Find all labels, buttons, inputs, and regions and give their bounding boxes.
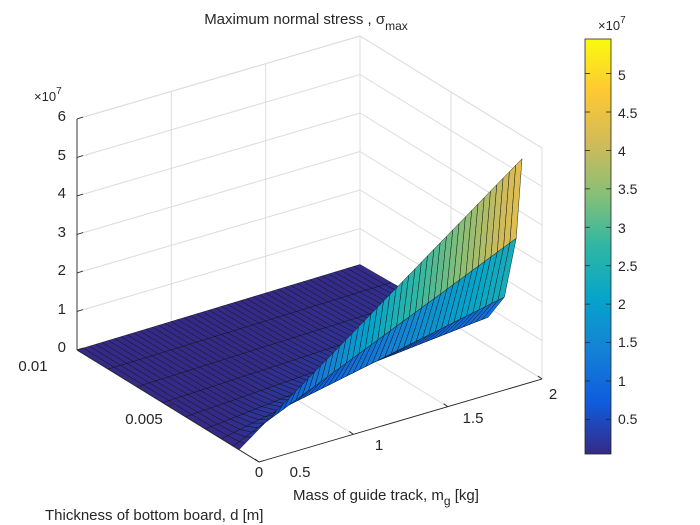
z-grid-4 xyxy=(76,112,543,226)
colorbar xyxy=(584,38,612,455)
x-tick-labels: 0.5 1 1.5 2 xyxy=(290,386,558,481)
cb-tick-3: 3 xyxy=(618,220,626,236)
z-tick-5: 5 xyxy=(58,147,66,164)
x-axis-label-unit: [kg] xyxy=(451,487,479,504)
x-tick-2: 2 xyxy=(549,386,557,403)
y-tick-mark xyxy=(76,348,83,351)
cb-tick-4.5: 4.5 xyxy=(618,105,638,121)
x-tick-0.5: 0.5 xyxy=(290,464,311,481)
z-exponent-power: 7 xyxy=(56,86,62,97)
x-tick-mark xyxy=(254,458,260,463)
cb-tick-3.5: 3.5 xyxy=(618,181,638,197)
z-tick-mark xyxy=(76,193,84,197)
cb-exponent-base: ×10 xyxy=(598,18,620,33)
y-tick-mark xyxy=(258,460,265,463)
z-tick-4: 4 xyxy=(58,185,66,202)
z-tick-mark xyxy=(76,270,84,274)
z-tick-mark xyxy=(76,116,84,120)
cb-tick-2: 2 xyxy=(618,296,626,312)
colorbar-ticks xyxy=(585,73,611,420)
stress-surface xyxy=(76,158,523,450)
y-tick-0: 0 xyxy=(255,464,263,481)
z-exponent-base: ×10 xyxy=(34,89,56,104)
z-axis-exponent: ×107 xyxy=(34,86,62,104)
axis-line-0 xyxy=(258,378,543,463)
cb-tick-0.5: 0.5 xyxy=(618,411,638,427)
z-tick-3: 3 xyxy=(58,224,66,241)
x-tick-mark xyxy=(537,375,543,380)
z-grid-5 xyxy=(76,73,543,187)
cb-tick-5: 5 xyxy=(618,67,626,83)
x-axis-label: Mass of guide track, mg [kg] xyxy=(293,487,479,508)
x-tick-mark xyxy=(443,403,448,408)
y-tick-0.01: 0.01 xyxy=(18,358,47,375)
x-axis-label-subscript: g xyxy=(444,494,451,508)
chart-title-main: Maximum normal stress , σ xyxy=(204,11,386,28)
x-tick-1: 1 xyxy=(375,437,383,454)
z-tick-2: 2 xyxy=(58,262,66,279)
cb-tick-4: 4 xyxy=(618,143,626,159)
z-tick-0: 0 xyxy=(58,339,66,356)
y-axis-label: Thickness of bottom board, d [m] xyxy=(45,507,263,524)
cb-tick-2.5: 2.5 xyxy=(618,258,638,274)
z-tick-1: 1 xyxy=(58,301,66,318)
z-tick-mark xyxy=(76,232,84,235)
z-tick-labels: 0 1 2 3 4 5 6 xyxy=(58,108,66,356)
colorbar-tick-labels: 0.5 1 1.5 2 2.5 3 3.5 4 4.5 5 xyxy=(618,67,638,427)
y-tick-0.005: 0.005 xyxy=(125,411,163,428)
cb-tick-1: 1 xyxy=(618,373,626,389)
axes-box-front xyxy=(76,116,543,463)
z-tick-mark xyxy=(76,155,84,158)
cb-exponent-power: 7 xyxy=(620,15,626,26)
chart-title-subscript: max xyxy=(385,19,408,33)
y-tick-labels: 0.01 0.005 0 xyxy=(18,358,263,481)
x-tick-mark xyxy=(349,430,354,435)
x-tick-1.5: 1.5 xyxy=(463,410,484,427)
y-tick-mark xyxy=(167,404,174,407)
cb-tick-1.5: 1.5 xyxy=(618,334,638,350)
z-tick-mark xyxy=(76,309,84,312)
surface-patch xyxy=(509,158,523,244)
chart-title: Maximum normal stress , σmax xyxy=(204,11,408,33)
x-axis-label-main: Mass of guide track, m xyxy=(293,487,444,504)
z-grid-6 xyxy=(76,35,543,149)
colorbar-exponent: ×107 xyxy=(598,15,626,33)
z-tick-6: 6 xyxy=(58,108,66,125)
